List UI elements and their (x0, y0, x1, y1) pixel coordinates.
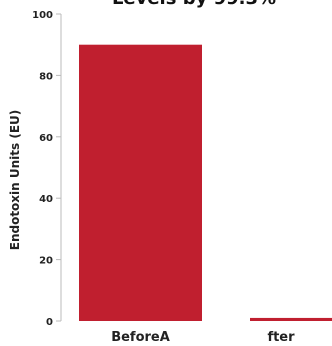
y-tick-label: 100 (32, 10, 53, 21)
bars-group (79, 44, 332, 321)
x-axis-labels: BeforeA fter (111, 330, 295, 345)
y-axis-label: Endotoxin Units (EU) (8, 110, 22, 251)
y-tick-label: 60 (39, 133, 53, 144)
y-tick-label: 0 (46, 317, 53, 328)
bar-fter (250, 317, 332, 321)
y-tick-label: 40 (39, 194, 53, 205)
y-axis-ticks: 0 20 40 60 80 100 (32, 10, 61, 328)
chart-title: Levels by 99.3% (112, 0, 276, 9)
x-category-label: fter (267, 330, 295, 345)
y-tick-label: 20 (39, 256, 53, 267)
bar-beforea (79, 44, 202, 321)
x-category-label: BeforeA (111, 330, 170, 345)
y-tick-label: 80 (39, 71, 53, 82)
